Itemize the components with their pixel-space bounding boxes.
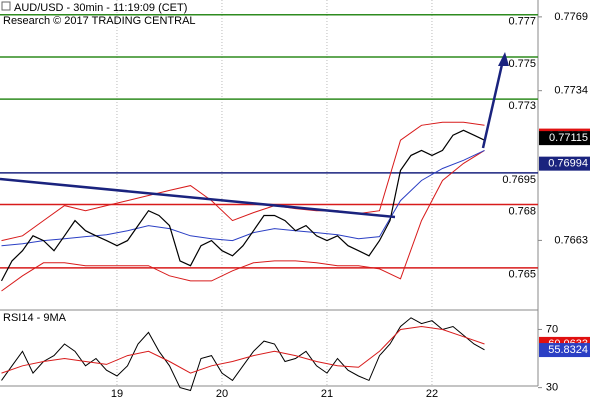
price-tag (539, 156, 590, 171)
price-tag-label: 55.8324 (548, 344, 588, 356)
rsi-tick-label: 30 (546, 382, 558, 394)
chart-subtitle: Research © 2017 TRADING CENTRAL (3, 15, 196, 27)
band-line (1, 121, 485, 242)
trend-line (0, 177, 396, 219)
x-tick-label: 19 (111, 388, 123, 400)
rsi-ma-line (1, 325, 485, 374)
price-tag-label: 0.77115 (549, 132, 588, 144)
band-line (1, 149, 485, 292)
y-tick-label: 0.7663 (554, 234, 588, 246)
price-tag-label: 0.76994 (548, 158, 588, 170)
y-tick-label: 0.7734 (554, 85, 588, 97)
level-label: 0.765 (508, 269, 536, 281)
level-label: 0.775 (508, 58, 536, 70)
price-line (0, 129, 485, 282)
x-tick-label: 21 (321, 388, 333, 400)
x-tick-label: 20 (216, 388, 228, 400)
forecast-arrow (481, 59, 505, 149)
rsi-title: RSI14 - 9MA (3, 312, 67, 324)
level-label: 0.777 (508, 16, 536, 28)
level-label: 0.7695 (502, 174, 536, 186)
y-tick-label: 0.7769 (554, 11, 588, 23)
arrow-head (498, 52, 509, 66)
x-tick-label: 22 (426, 388, 438, 400)
price-tag (539, 343, 590, 358)
level-label: 0.768 (508, 205, 536, 217)
checkbox-icon (1, 1, 11, 11)
band-line (1, 149, 485, 247)
level-label: 0.773 (508, 100, 536, 112)
price-tag (539, 131, 590, 146)
rsi-tick-label: 70 (546, 323, 558, 335)
chart-title: AUD/USD - 30min - 11:19:09 (CET) (14, 2, 187, 14)
